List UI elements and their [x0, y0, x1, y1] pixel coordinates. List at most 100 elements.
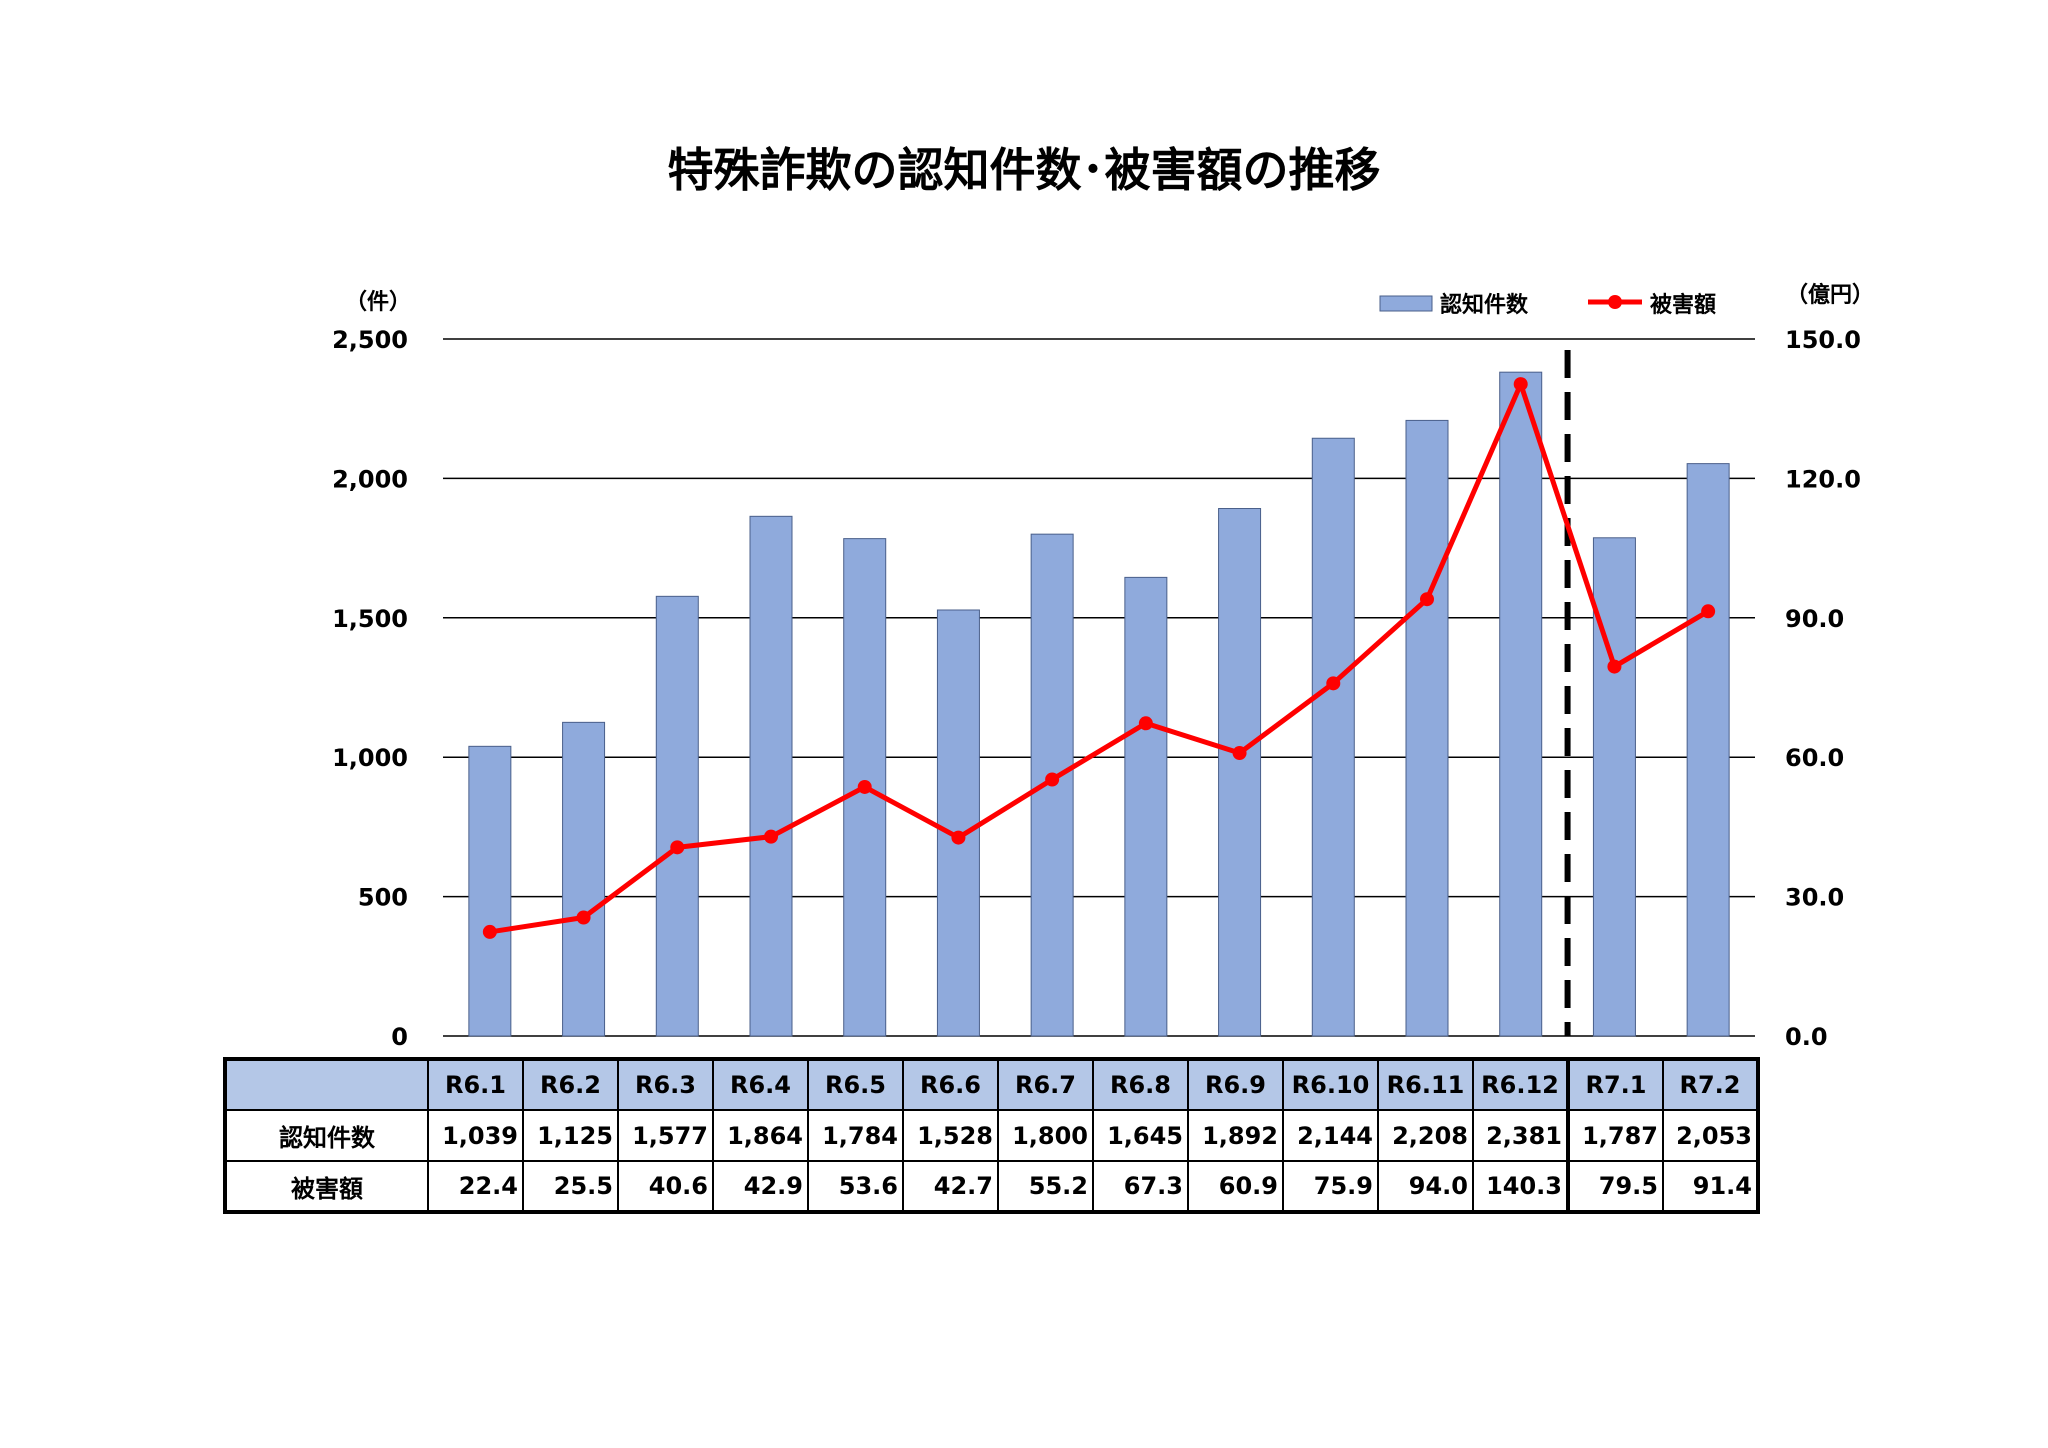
damage-line [489, 381, 1710, 935]
point-R6.10 [1326, 676, 1341, 691]
left-tick-label: 1,000 [332, 744, 408, 772]
bar-R6.6 [936, 609, 980, 1037]
point-R6.6 [951, 830, 966, 845]
table-col-header: R6.1 [427, 1058, 524, 1111]
bar-R6.5 [843, 538, 887, 1037]
right-tick-label: 30.0 [1785, 884, 1844, 912]
point-R6.7 [1045, 772, 1060, 787]
legend: 認知件数 被害額 [1379, 292, 1716, 318]
bar-series [468, 371, 1730, 1037]
point-R6.3 [670, 840, 685, 855]
table-row-damage: 被害額 22.4 25.5 40.6 42.9 53.6 42.7 55.2 67.3 60.9… [224, 1160, 1759, 1213]
right-tick-label: 150.0 [1785, 326, 1861, 354]
table-cell-count: 1,577 [617, 1109, 714, 1162]
right-tick-label: 60.0 [1785, 744, 1844, 772]
table-cell-damage: 25.5 [522, 1160, 619, 1213]
table-cell-count: 1,800 [997, 1109, 1094, 1162]
legend-bar-swatch [1379, 295, 1433, 312]
bar-R6.11 [1405, 419, 1449, 1037]
table-cell-damage: 75.9 [1282, 1160, 1379, 1213]
point-R6.1 [482, 924, 497, 939]
table-corner-cell [224, 1058, 429, 1111]
table-cell-count: 1,787 [1566, 1109, 1664, 1162]
table-cell-damage: 140.3 [1472, 1160, 1569, 1213]
table-cell-damage: 40.6 [617, 1160, 714, 1213]
table-cell-count: 1,125 [522, 1109, 619, 1162]
table-cell-damage: 55.2 [997, 1160, 1094, 1213]
table-col-header: R6.8 [1092, 1058, 1189, 1111]
bar-R7.1 [1592, 537, 1636, 1037]
axis-ticks: 0 0.0 500 30.0 1,000 60.0 1,500 90.0 2,000 120.0 2… [332, 326, 1861, 1051]
table-col-header: R6.5 [807, 1058, 904, 1111]
table-col-header: R6.6 [902, 1058, 999, 1111]
line-series [482, 377, 1716, 939]
left-tick-label: 500 [358, 884, 408, 912]
point-R6.8 [1138, 716, 1153, 731]
bar-R6.2 [562, 721, 606, 1037]
table-cell-count: 1,645 [1092, 1109, 1189, 1162]
table-row-count: 認知件数 1,039 1,125 1,577 1,864 1,784 1,528 1,800… [224, 1109, 1759, 1162]
bar-R6.12 [1499, 371, 1543, 1037]
table-cell-count: 1,039 [427, 1109, 524, 1162]
table-col-header: R6.11 [1377, 1058, 1474, 1111]
gridlines [443, 338, 1755, 1037]
bar-R6.1 [468, 745, 512, 1037]
left-tick-label: 1,500 [332, 605, 408, 633]
point-R6.5 [857, 779, 872, 794]
table-cell-damage: 94.0 [1377, 1160, 1474, 1213]
table-cell-count: 1,892 [1187, 1109, 1284, 1162]
table-cell-damage: 42.7 [902, 1160, 999, 1213]
table-cell-count: 2,053 [1662, 1109, 1759, 1162]
right-tick-label: 0.0 [1785, 1023, 1828, 1051]
point-R6.9 [1232, 746, 1247, 761]
bar-R6.8 [1124, 576, 1168, 1037]
legend-line-label: 被害額 [1650, 292, 1716, 318]
point-R6.12 [1513, 377, 1528, 392]
table-cell-count: 1,784 [807, 1109, 904, 1162]
right-axis-unit: （億円） [1786, 282, 1874, 308]
left-tick-label: 2,500 [332, 326, 408, 354]
table-cell-damage: 42.9 [712, 1160, 809, 1213]
table-cell-count: 2,144 [1282, 1109, 1379, 1162]
table-header-row: R6.1 R6.2 R6.3 R6.4 R6.5 R6.6 R6.7 R6.8 R6.9 R6.1… [224, 1058, 1759, 1111]
table-cell-damage: 53.6 [807, 1160, 904, 1213]
table-cell-count: 1,864 [712, 1109, 809, 1162]
table-cell-count: 1,528 [902, 1109, 999, 1162]
point-R6.2 [576, 910, 591, 925]
table-cell-count: 2,381 [1472, 1109, 1569, 1162]
table-cell-damage: 67.3 [1092, 1160, 1189, 1213]
point-R6.11 [1420, 592, 1434, 607]
table-col-header: R7.1 [1566, 1058, 1664, 1111]
table-col-header: R6.4 [712, 1058, 809, 1111]
table-col-header: R6.12 [1472, 1058, 1569, 1111]
table-cell-damage: 79.5 [1566, 1160, 1664, 1213]
legend-bar-label: 認知件数 [1440, 292, 1529, 318]
bar-R6.4 [749, 515, 793, 1037]
bar-R6.3 [655, 595, 699, 1037]
table-col-header: R6.3 [617, 1058, 714, 1111]
point-R7.2 [1701, 604, 1716, 619]
row-label-damage: 被害額 [224, 1160, 429, 1213]
right-tick-label: 90.0 [1785, 605, 1844, 633]
table-col-header: R7.2 [1662, 1058, 1759, 1111]
row-label-count: 認知件数 [224, 1109, 429, 1162]
table-cell-damage: 22.4 [427, 1160, 524, 1213]
point-R6.4 [764, 829, 778, 844]
table-cell-damage: 60.9 [1187, 1160, 1284, 1213]
bar-R7.2 [1686, 463, 1730, 1037]
chart-title: 特殊詐欺の認知件数･被害額の推移 [668, 143, 1381, 197]
table-col-header: R6.9 [1187, 1058, 1284, 1111]
table-cell-count: 2,208 [1377, 1109, 1474, 1162]
left-tick-label: 0 [391, 1023, 408, 1051]
data-table: R6.1 R6.2 R6.3 R6.4 R6.5 R6.6 R6.7 R6.8 R6.9 R6.1… [223, 1057, 1760, 1214]
right-tick-label: 120.0 [1785, 465, 1861, 493]
left-axis-unit: （件） [345, 290, 411, 315]
legend-line-marker [1608, 295, 1622, 309]
left-tick-label: 2,000 [332, 465, 408, 493]
point-R7.1 [1607, 659, 1622, 674]
bar-R6.10 [1311, 437, 1355, 1037]
table-col-header: R6.10 [1282, 1058, 1379, 1111]
table-cell-damage: 91.4 [1662, 1160, 1759, 1213]
table-col-header: R6.7 [997, 1058, 1094, 1111]
